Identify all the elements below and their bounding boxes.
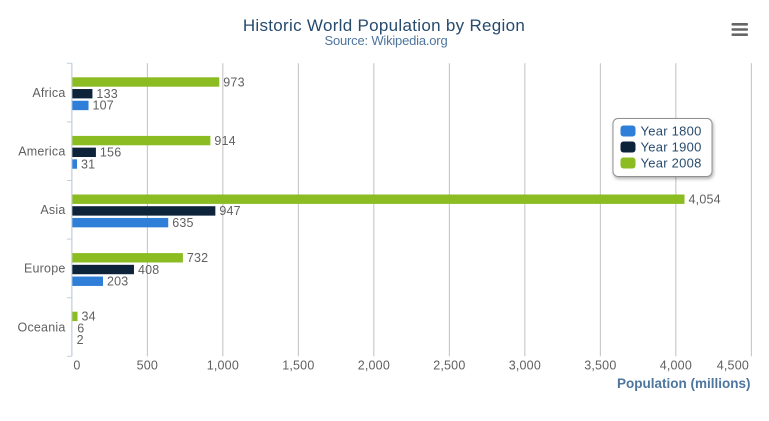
svg-text:6: 6 <box>77 321 84 335</box>
svg-text:947: 947 <box>219 204 240 218</box>
svg-text:500: 500 <box>137 359 158 373</box>
svg-text:Asia: Asia <box>40 203 65 217</box>
svg-text:2,500: 2,500 <box>433 359 465 373</box>
svg-text:1,000: 1,000 <box>207 359 239 373</box>
svg-text:34: 34 <box>81 310 95 324</box>
svg-text:3,000: 3,000 <box>509 359 541 373</box>
svg-text:133: 133 <box>96 87 117 101</box>
svg-text:Source: Wikipedia.org: Source: Wikipedia.org <box>325 33 448 48</box>
svg-text:31: 31 <box>81 157 95 171</box>
svg-text:Year 1900: Year 1900 <box>641 139 702 154</box>
svg-text:4,054: 4,054 <box>689 193 721 207</box>
svg-text:408: 408 <box>138 263 159 277</box>
svg-text:Year 1800: Year 1800 <box>641 123 702 138</box>
svg-text:914: 914 <box>214 134 235 148</box>
svg-text:1,500: 1,500 <box>282 359 314 373</box>
svg-text:America: America <box>18 145 65 159</box>
svg-text:635: 635 <box>172 216 193 230</box>
svg-text:0: 0 <box>73 359 80 373</box>
svg-text:107: 107 <box>93 99 114 113</box>
svg-text:2,000: 2,000 <box>358 359 390 373</box>
svg-text:2: 2 <box>77 333 84 347</box>
svg-text:4,000: 4,000 <box>660 359 692 373</box>
svg-text:Oceania: Oceania <box>18 320 66 334</box>
svg-text:732: 732 <box>187 251 208 265</box>
svg-text:973: 973 <box>223 75 244 89</box>
svg-text:Europe: Europe <box>24 262 66 276</box>
svg-text:Year 2008: Year 2008 <box>641 155 702 170</box>
svg-text:4,500: 4,500 <box>717 359 749 373</box>
svg-text:Historic World Population by R: Historic World Population by Region <box>243 16 525 35</box>
svg-text:203: 203 <box>107 275 128 289</box>
svg-text:Africa: Africa <box>32 86 65 100</box>
svg-text:156: 156 <box>100 146 121 160</box>
svg-text:Population (millions): Population (millions) <box>617 376 751 391</box>
svg-text:3,500: 3,500 <box>584 359 616 373</box>
